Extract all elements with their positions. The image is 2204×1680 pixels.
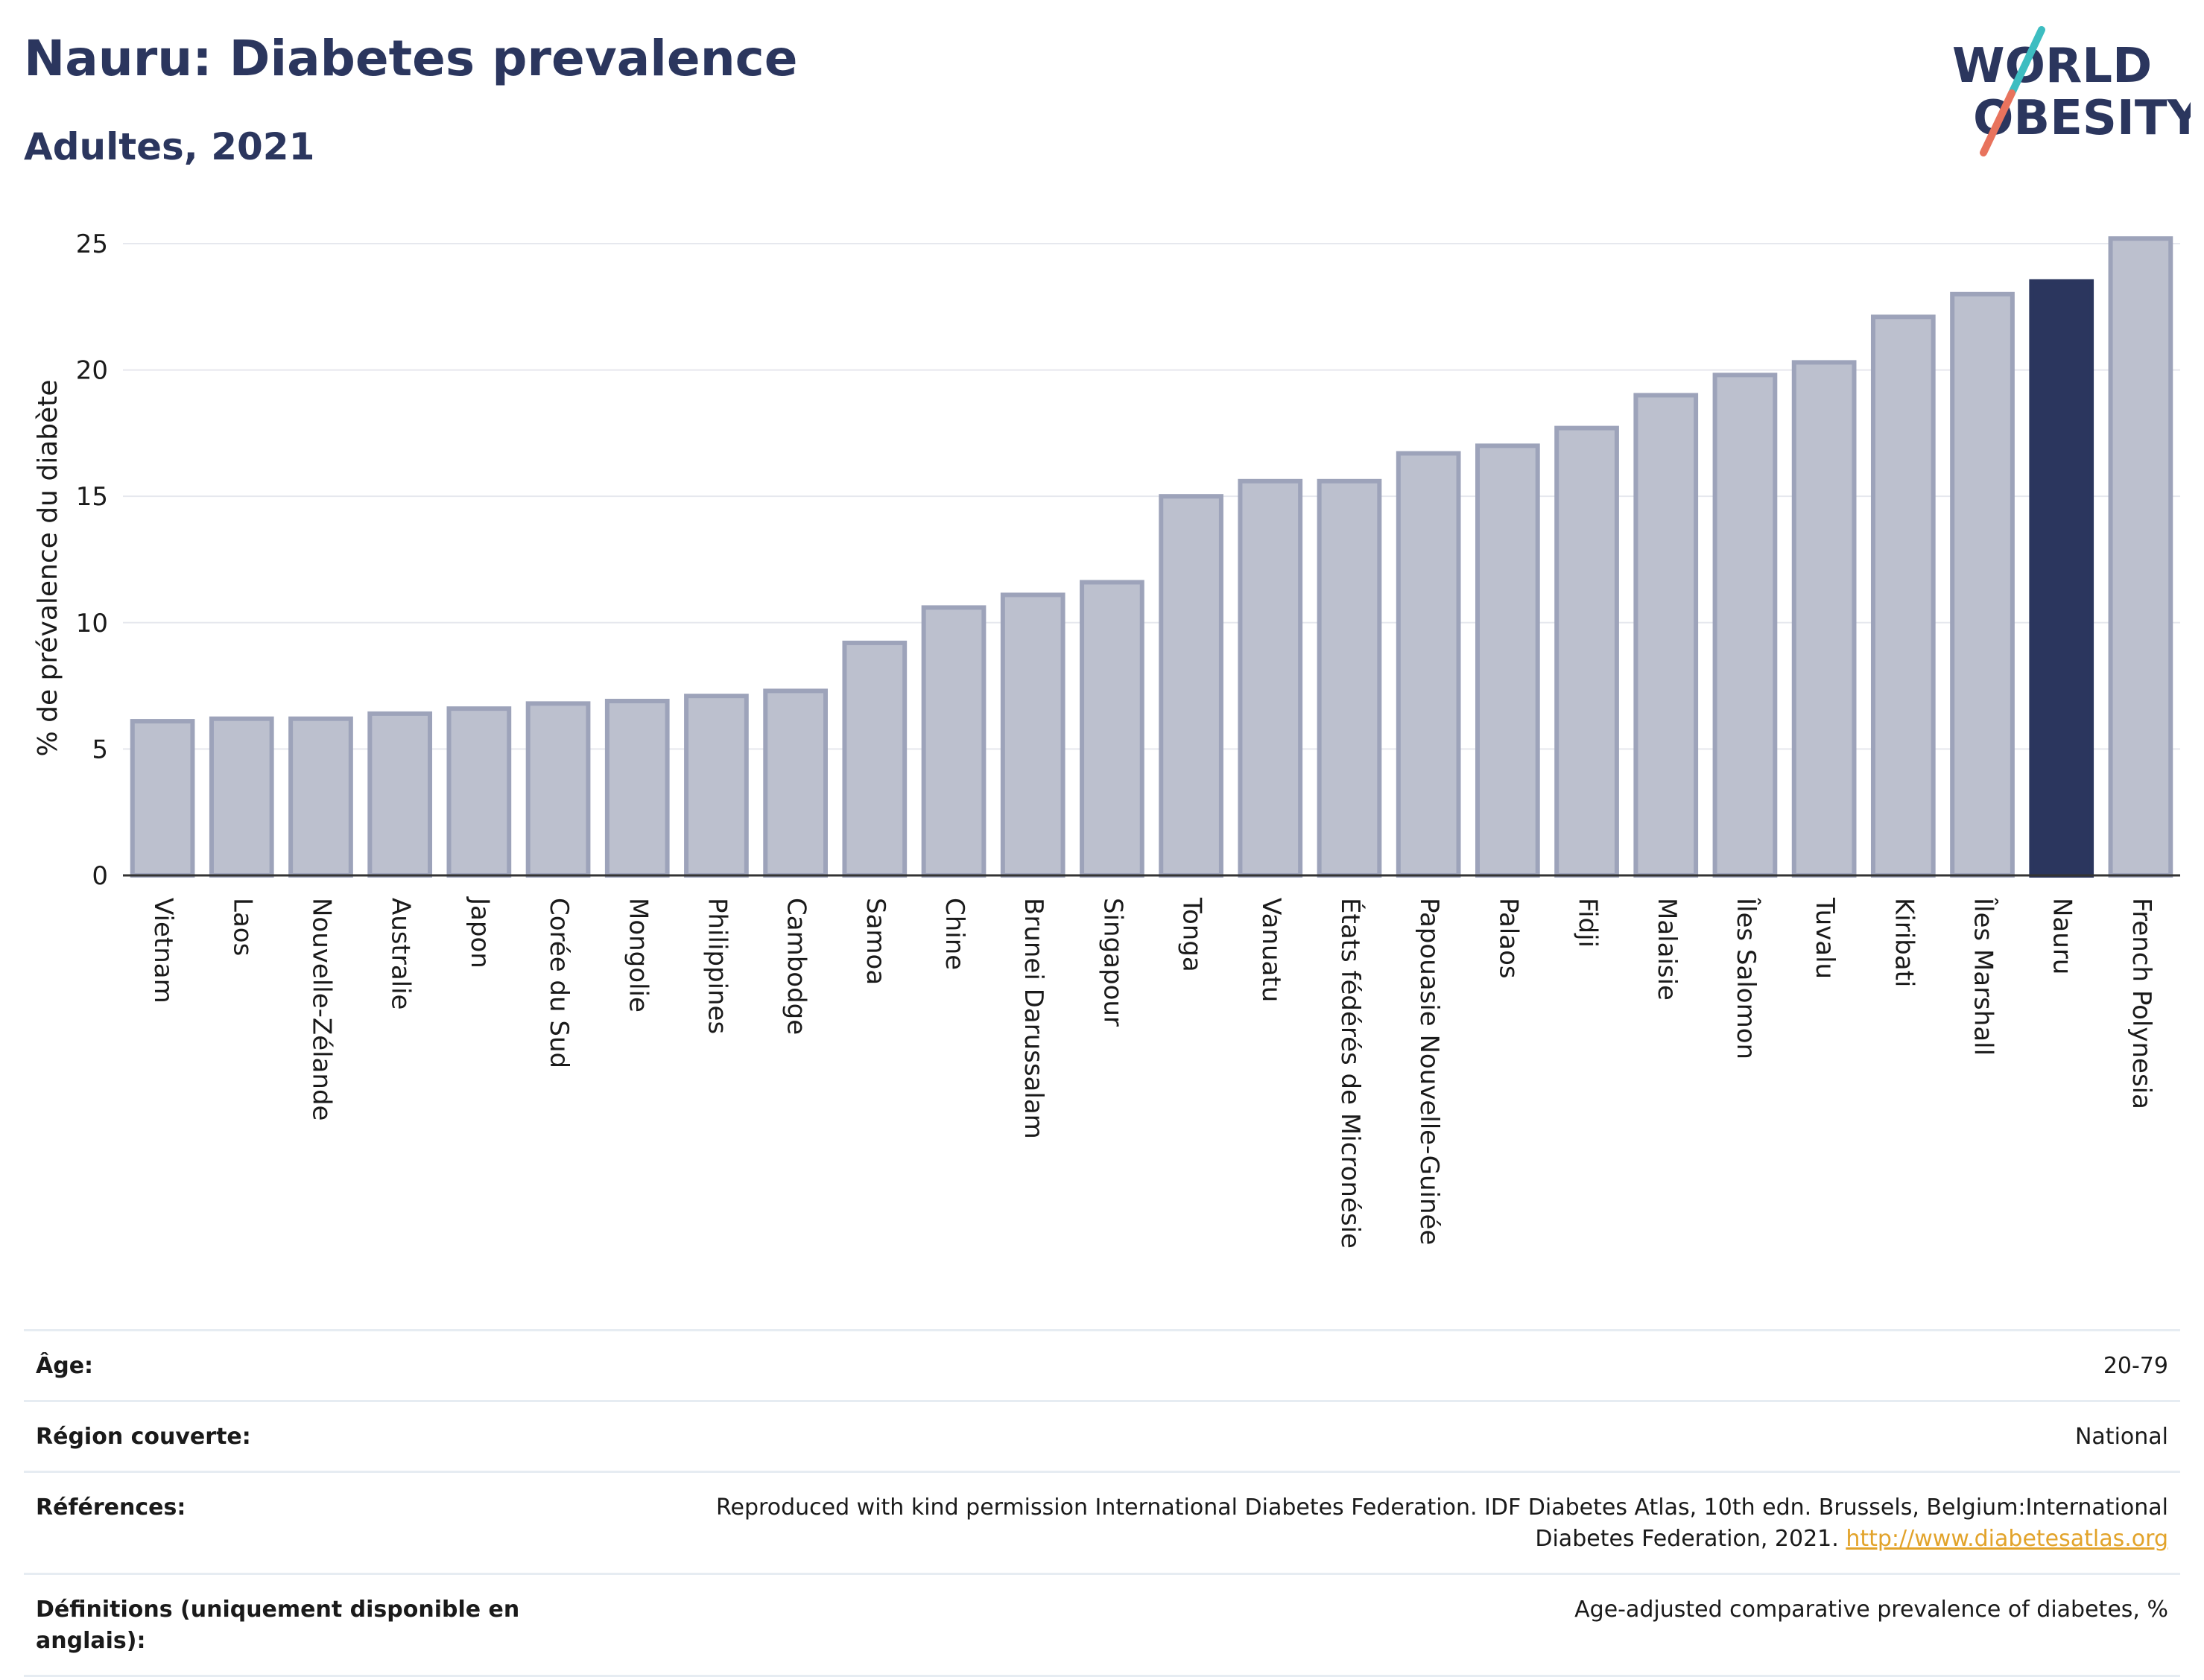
x-tick-label: Îles Salomon [1731, 897, 1761, 1059]
bar-chart: 0 5 10 15 20 25 Vietnam Laos Nouvelle-Zélande Au… [33, 229, 2180, 1249]
info-value: Age-adjusted comparative prevalence of d… [1574, 1597, 2168, 1623]
x-tick-label: Malaisie [1652, 898, 1682, 1001]
bar-brunei-darussalam [1000, 592, 1065, 878]
bar-kiribati [1870, 314, 1936, 878]
bar--les-marshall [1950, 291, 2015, 878]
info-row-age: Âge: 20-79 [24, 1329, 2180, 1400]
x-tick-label: Nauru [2048, 898, 2077, 974]
bar-nauru [2029, 279, 2094, 878]
info-label: Définitions (uniquement disponible en an… [36, 1597, 520, 1654]
x-tick-label: Palaos [1493, 898, 1523, 979]
x-tick-label: Tuvalu [1810, 897, 1840, 979]
info-row-references: Références: Reproduced with kind permiss… [24, 1471, 2180, 1573]
info-row-region: Région couverte: National [24, 1400, 2180, 1471]
x-tick-label: Vanuatu [1256, 898, 1286, 1002]
bar-vanuatu [1238, 478, 1303, 878]
bar-french-polynesia [2108, 236, 2173, 878]
x-tick-label: États fédérés de Micronésie [1335, 898, 1366, 1249]
logo-slash-bottom [1980, 89, 2015, 156]
x-tick-label: Papouasie Nouvelle-Guinée [1414, 898, 1444, 1245]
x-tick-label: Fidji [1573, 898, 1603, 948]
bar-mongolie [604, 698, 670, 878]
x-tick-label: Philippines [702, 898, 732, 1034]
info-label: Âge: [36, 1353, 94, 1379]
bar-palaos [1475, 443, 1540, 878]
y-tick-label: 0 [92, 861, 108, 891]
y-tick-label: 5 [92, 735, 108, 764]
bar-cor-e-du-sud [525, 701, 591, 878]
chart-title: Nauru: Diabetes prevalence [24, 30, 798, 87]
info-value: 20-79 [2103, 1353, 2168, 1379]
x-tick-label: Chine [940, 898, 969, 970]
x-tick-label: Tonga [1177, 897, 1207, 972]
x-tick-label: Japon [465, 896, 495, 969]
diabetes-atlas-link[interactable]: http://www.diabetesatlas.org [1846, 1526, 2168, 1552]
logo-slash-top [2008, 26, 2045, 97]
info-row-definitions: Définitions (uniquement disponible en an… [24, 1573, 2180, 1677]
bar-cambodge [763, 688, 828, 878]
y-axis-ticks: 0 5 10 15 20 25 [76, 229, 108, 891]
bar-philippines [684, 694, 749, 878]
x-tick-label: Singapour [1098, 898, 1127, 1027]
bar-nouvelle-z-lande [288, 716, 353, 878]
info-value: National [2074, 1424, 2168, 1450]
x-tick-label: Brunei Darussalam [1019, 898, 1048, 1139]
logo-line1: WORLD [1952, 39, 2152, 94]
x-tick-label: Laos [227, 898, 257, 956]
info-value-references: Reproduced with kind permission Internat… [678, 1492, 2168, 1555]
bar-tonga [1159, 494, 1223, 878]
y-tick-label: 15 [76, 482, 108, 512]
bar-chine [921, 605, 987, 878]
x-tick-label: Australie [386, 898, 416, 1009]
y-tick-label: 25 [76, 229, 108, 259]
bar--les-salomon [1712, 373, 1778, 878]
x-tick-label: Cambodge [782, 898, 811, 1035]
x-tick-label: Samoa [861, 898, 890, 985]
bar--tats-f-d-r-s-de-micron-sie [1317, 478, 1382, 878]
bar-fidji [1554, 425, 1619, 878]
x-tick-label: Corée du Sud [544, 898, 574, 1068]
y-axis-label: % de prévalence du diabète [33, 379, 63, 756]
x-tick-label: Kiribati [1889, 898, 1919, 987]
chart-subtitle: Adultes, 2021 [24, 125, 315, 168]
y-tick-label: 20 [76, 356, 108, 386]
x-tick-label: French Polynesia [2127, 898, 2156, 1109]
y-tick-label: 10 [76, 609, 108, 638]
bar-vietnam [130, 719, 195, 878]
bar-laos [209, 716, 274, 878]
info-label: Références: [36, 1494, 186, 1521]
bar-malaisie [1633, 393, 1699, 878]
world-obesity-logo: WORLD OBESITY [1937, 22, 2202, 156]
bar-singapour [1080, 580, 1144, 878]
bars [130, 236, 2173, 878]
bar-samoa [842, 640, 908, 878]
info-label: Région couverte: [36, 1424, 251, 1450]
x-tick-label: Mongolie [623, 898, 653, 1012]
x-axis-labels: Vietnam Laos Nouvelle-Zélande Australie Japo… [148, 896, 2156, 1249]
info-table: Âge: 20-79 Région couverte: National Réf… [24, 1329, 2180, 1677]
x-tick-label: Îles Marshall [1969, 897, 1999, 1056]
x-tick-label: Nouvelle-Zélande [306, 898, 336, 1120]
bar-tuvalu [1791, 360, 1857, 878]
references-text: Reproduced with kind permission Internat… [716, 1494, 2168, 1552]
bar-papouasie-nouvelle-guin-e [1396, 451, 1461, 878]
bar-australie [367, 711, 433, 878]
x-tick-label: Vietnam [148, 898, 178, 1004]
bar-japon [446, 706, 512, 878]
